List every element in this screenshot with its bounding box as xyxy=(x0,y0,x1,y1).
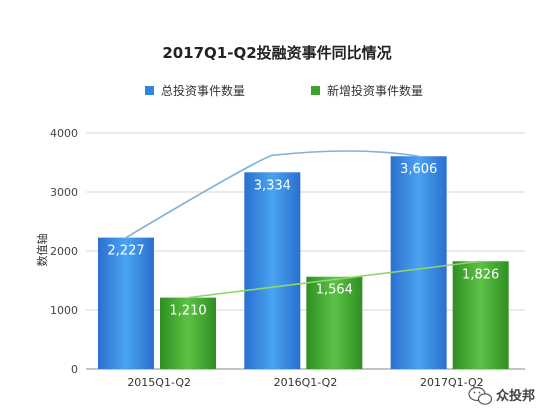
bar-total xyxy=(390,156,447,369)
data-label-new: 1,826 xyxy=(462,267,499,282)
data-labels: 2,227 1,210 3,334 1,564 3,606 1,826 xyxy=(107,162,499,318)
legend-swatch-new xyxy=(311,86,320,95)
x-category-label: 2015Q1-Q2 xyxy=(127,376,191,389)
y-tick-label: 4000 xyxy=(50,127,78,140)
bar-total xyxy=(98,237,154,369)
y-axis-ticks: 0 1000 2000 3000 4000 xyxy=(50,127,78,376)
y-tick-label: 2000 xyxy=(50,245,78,258)
legend: 总投资事件数量 新增投资事件数量 xyxy=(145,83,423,98)
wechat-icon xyxy=(468,386,493,405)
gridlines xyxy=(86,132,525,370)
watermark: 众投邦 xyxy=(468,386,535,405)
legend-swatch-total xyxy=(145,86,154,95)
legend-label-new: 新增投资事件数量 xyxy=(327,83,423,98)
chart-title: 2017Q1-Q2投融资事件同比情况 xyxy=(162,44,391,62)
legend-label-total: 总投资事件数量 xyxy=(161,83,245,98)
y-tick-label: 3000 xyxy=(50,186,78,199)
bar-total xyxy=(244,172,301,369)
data-label-total: 3,606 xyxy=(400,162,437,177)
bar-new xyxy=(452,261,509,369)
data-label-total: 3,334 xyxy=(254,178,291,193)
x-category-label: 2016Q1-Q2 xyxy=(274,376,338,389)
data-label-new: 1,564 xyxy=(316,283,353,298)
trend-line-total xyxy=(125,150,419,239)
data-label-new: 1,210 xyxy=(169,304,206,319)
y-tick-label: 1000 xyxy=(50,304,78,317)
trend-lines xyxy=(125,150,481,299)
x-axis-categories: 2015Q1-Q2 2016Q1-Q2 2017Q1-Q2 xyxy=(127,376,483,389)
bar-new xyxy=(306,276,363,369)
bars xyxy=(98,156,509,369)
x-category-label: 2017Q1-Q2 xyxy=(420,376,484,389)
trend-line-new xyxy=(187,260,481,299)
bar-new xyxy=(160,297,216,369)
y-tick-label: 0 xyxy=(71,363,78,376)
data-label-total: 2,227 xyxy=(107,244,144,259)
watermark-text: 众投邦 xyxy=(496,388,535,404)
y-axis-label: 数值轴 xyxy=(35,234,49,267)
